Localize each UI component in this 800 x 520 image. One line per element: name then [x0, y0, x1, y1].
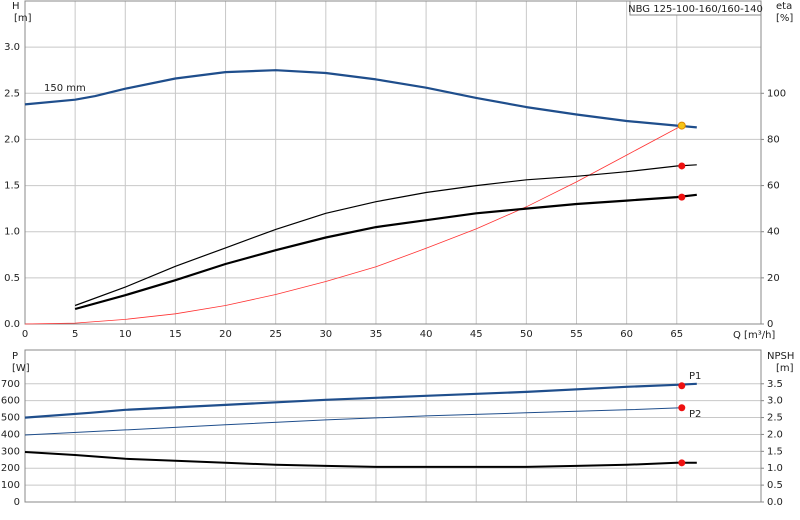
- x-tick-label: 0: [22, 329, 28, 340]
- y2-tick-label: 40: [767, 227, 780, 238]
- y2-tick-label: 0: [767, 319, 773, 330]
- y2-label: eta: [776, 1, 792, 12]
- x-tick-label: 55: [570, 329, 583, 340]
- y2-label: NPSH: [767, 351, 794, 362]
- x-tick-label: 35: [370, 329, 383, 340]
- x-tick-label: 30: [319, 329, 332, 340]
- y-tick-label: 300: [1, 446, 20, 457]
- duty-point: [678, 404, 686, 412]
- y2-tick-label: 3.0: [767, 396, 783, 407]
- y-tick-label: 100: [1, 480, 20, 491]
- y-tick-label: 200: [1, 463, 20, 474]
- curve: [24, 451, 697, 468]
- y2-tick-label: 1.0: [767, 463, 783, 474]
- y-tick-label: 500: [1, 413, 20, 424]
- x-tick-label: 45: [470, 329, 483, 340]
- duty-point: [678, 382, 686, 390]
- x-label: Q [m³/h]: [733, 330, 775, 341]
- y-label: H: [12, 1, 20, 12]
- x-tick-label: 25: [269, 329, 282, 340]
- y-unit: [m]: [14, 13, 32, 24]
- curve: [24, 407, 682, 436]
- y-tick-label: 400: [1, 429, 20, 440]
- y-tick-label: 600: [1, 396, 20, 407]
- y-tick-label: 0: [14, 497, 20, 508]
- y-tick-label: 1.0: [4, 227, 20, 238]
- y-unit: [W]: [12, 363, 30, 374]
- y2-unit: [m]: [776, 363, 794, 374]
- y2-tick-label: 60: [767, 181, 780, 192]
- title-box: [629, 0, 762, 16]
- duty-point: [678, 459, 686, 467]
- x-tick-label: 65: [670, 329, 683, 340]
- x-tick-label: 40: [420, 329, 433, 340]
- plot-frame: [24, 349, 762, 503]
- y-tick-label: 2.5: [4, 88, 20, 99]
- y2-tick-label: 100: [767, 88, 786, 99]
- y-label: P: [12, 351, 18, 362]
- y-tick-label: 0.0: [4, 319, 20, 330]
- y2-tick-label: 80: [767, 134, 780, 145]
- x-tick-label: 60: [620, 329, 633, 340]
- y-tick-label: 1.5: [4, 181, 20, 192]
- curve: [24, 125, 682, 325]
- annotation: P2: [689, 409, 701, 420]
- duty-point: [677, 121, 686, 130]
- duty-point: [678, 193, 686, 201]
- curve: [74, 193, 697, 311]
- y2-tick-label: 2.0: [767, 429, 783, 440]
- curve: [24, 382, 697, 419]
- chart-title: NBG 125-100-160/160-140: [628, 4, 763, 15]
- y2-unit: [%]: [776, 13, 793, 24]
- duty-point: [678, 162, 686, 170]
- y2-tick-label: 0.0: [767, 497, 783, 508]
- annotation: P1: [689, 371, 701, 382]
- y-tick-label: 0.5: [4, 273, 20, 284]
- curve: [74, 164, 697, 307]
- x-tick-label: 5: [72, 329, 78, 340]
- x-tick-label: 50: [520, 329, 533, 340]
- y2-tick-label: 0.5: [767, 480, 783, 491]
- y2-tick-label: 1.5: [767, 446, 783, 457]
- x-tick-label: 15: [169, 329, 182, 340]
- y2-tick-label: 2.5: [767, 413, 783, 424]
- plot-frame: [24, 0, 762, 325]
- y2-tick-label: 20: [767, 273, 780, 284]
- y2-tick-label: 3.5: [767, 379, 783, 390]
- x-tick-label: 20: [219, 329, 232, 340]
- annotation: 150 mm: [44, 83, 86, 94]
- y-tick-label: 3.0: [4, 42, 20, 53]
- y-tick-label: 2.0: [4, 134, 20, 145]
- curve: [24, 69, 697, 129]
- y-tick-label: 700: [1, 379, 20, 390]
- x-tick-label: 10: [119, 329, 132, 340]
